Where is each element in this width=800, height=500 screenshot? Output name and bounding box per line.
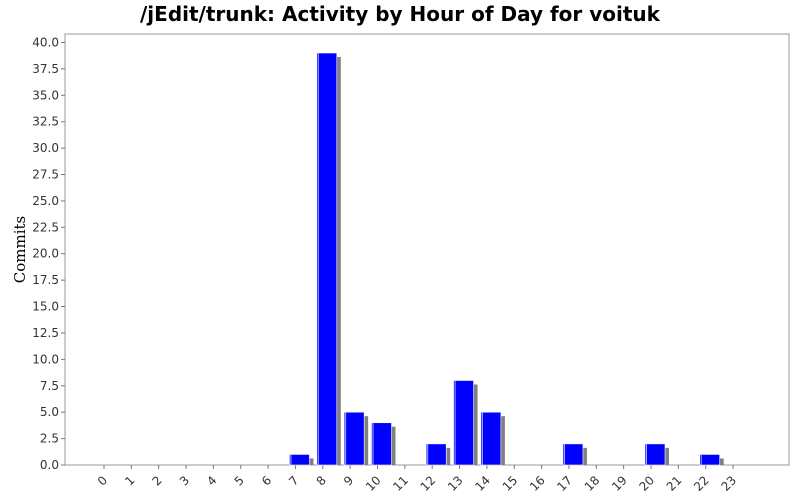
bar [343,411,365,466]
x-tick-label: 0 [95,473,110,488]
x-tick-label: 2 [150,473,165,488]
x-tick-label: 9 [341,473,356,488]
y-tick-label: 40.0 [32,35,59,49]
y-tick-label: 15.0 [32,300,59,314]
bar [562,443,584,466]
x-tick-label: 6 [259,473,274,488]
bar [453,380,474,466]
y-axis-label: Commits [11,216,29,283]
x-tick-label: 22 [691,473,712,494]
bar [480,411,502,466]
plot-area [64,33,790,466]
y-tick-label: 27.5 [32,167,59,181]
y-tick-label: 7.5 [40,379,59,393]
x-tick-label: 16 [527,473,548,494]
x-axis: 0 1 2 3 4 5 6 7 8 9 10 11 12 13 14 15 16 17 18 19 20 21 22 23 [95,465,739,494]
y-axis: 0.0 2.5 5.0 7.5 10.0 12.5 15.0 17.5 20.0 22.5 25.0… [32,35,65,472]
y-tick-label: 25.0 [32,194,59,208]
bars [289,52,724,466]
y-tick-label: 22.5 [32,220,59,234]
x-tick-label: 15 [500,473,521,494]
x-tick-label: 18 [582,473,603,494]
x-tick-label: 11 [390,473,411,494]
bar [316,52,338,466]
bar [371,422,392,466]
x-tick-label: 8 [314,473,329,488]
y-tick-label: 32.5 [32,115,59,129]
y-tick-label: 0.0 [40,458,59,472]
x-tick-label: 7 [286,473,301,488]
x-tick-label: 1 [122,473,137,488]
y-tick-label: 30.0 [32,141,59,155]
x-tick-label: 13 [445,473,466,494]
y-tick-label: 10.0 [32,352,59,366]
y-tick-label: 35.0 [32,88,59,102]
x-tick-label: 14 [472,473,493,494]
x-tick-label: 23 [718,473,739,494]
x-tick-label: 10 [363,473,384,494]
x-tick-label: 4 [204,473,219,488]
x-tick-label: 19 [609,473,630,494]
bar [644,443,666,466]
y-tick-label: 2.5 [40,432,59,446]
bar [699,454,721,466]
y-tick-label: 37.5 [32,62,59,76]
y-tick-label: 17.5 [32,273,59,287]
bar [425,443,447,466]
y-tick-label: 12.5 [32,326,59,340]
bar [289,454,310,466]
x-tick-label: 21 [664,473,685,494]
x-tick-label: 5 [232,473,247,488]
x-tick-label: 17 [554,473,575,494]
x-tick-label: 3 [177,473,192,488]
y-tick-label: 20.0 [32,247,59,261]
x-tick-label: 12 [418,473,439,494]
y-tick-label: 5.0 [40,405,59,419]
chart-title: /jEdit/trunk: Activity by Hour of Day fo… [140,2,660,26]
x-tick-label: 20 [636,473,657,494]
